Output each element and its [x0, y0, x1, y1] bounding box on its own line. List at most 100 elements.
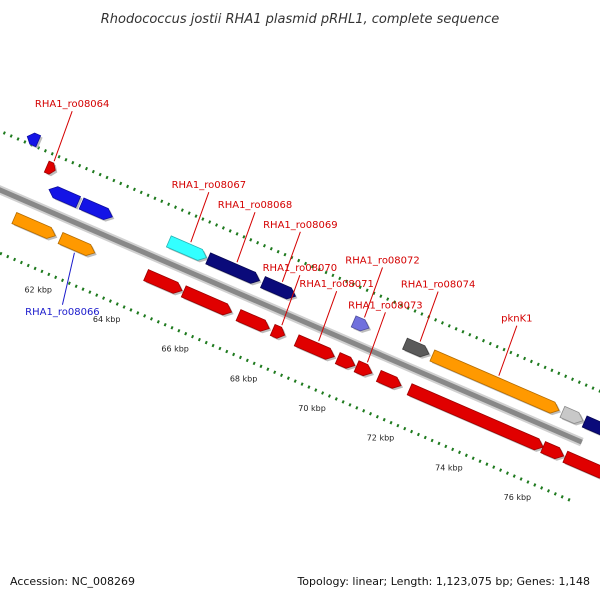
gene-g4: [11, 211, 56, 239]
tick-mark: [67, 281, 71, 286]
sequence-backbone: [0, 185, 584, 447]
tick-mark: [499, 468, 503, 472]
tick-mark: [286, 376, 290, 380]
tick-mark: [327, 394, 331, 398]
tick-mark: [523, 356, 527, 361]
gene-g10: [180, 285, 233, 316]
tick-mark: [526, 480, 530, 484]
tick-mark: [235, 232, 239, 236]
gene-label-g7: RHA1_ro08067: [172, 180, 247, 191]
tick-mark: [245, 358, 249, 363]
tick-mark: [95, 293, 99, 297]
tick-mark: [112, 178, 116, 183]
tick-mark: [170, 325, 174, 330]
tick-mark: [259, 364, 263, 369]
tick-mark: [393, 300, 397, 304]
tick-mark: [369, 411, 373, 416]
tick-mark: [420, 312, 424, 316]
tick-mark: [577, 380, 581, 384]
tick-mark: [40, 269, 44, 274]
tick-mark: [434, 318, 438, 322]
label-leader: [281, 275, 301, 326]
tick-mark: [560, 495, 564, 499]
tick-mark: [379, 294, 383, 298]
gene-g16: [334, 352, 356, 369]
tick-mark: [540, 486, 544, 490]
tick-mark: [6, 254, 10, 259]
tick-mark: [478, 459, 482, 464]
label-leader: [236, 212, 256, 263]
tick-mark: [505, 471, 509, 475]
tick-mark: [355, 406, 359, 410]
tick-mark: [197, 337, 201, 342]
tick-mark: [314, 388, 318, 392]
tick-mark: [129, 308, 133, 312]
tick-mark: [502, 347, 506, 352]
tick-mark: [201, 217, 205, 221]
tick-mark: [37, 146, 41, 150]
kbp-label: 66 kbp: [161, 345, 189, 354]
bottom-tick-row: [0, 251, 571, 502]
tick-mark: [249, 238, 253, 242]
tick-mark: [218, 346, 222, 351]
tick-mark: [50, 152, 54, 156]
tick-mark: [297, 258, 301, 263]
tick-mark: [266, 367, 270, 372]
tick-mark: [98, 172, 102, 177]
tick-mark: [64, 157, 68, 162]
tick-mark: [533, 483, 537, 487]
tick-mark: [413, 309, 417, 313]
gene-labels: RHA1_ro08064 RHA1_ro08066 RHA1_ro08067 RHA1…: [25, 99, 533, 376]
tick-mark: [78, 163, 82, 168]
gene-g12: [235, 309, 270, 332]
tick-mark: [13, 257, 17, 262]
tick-mark: [122, 305, 126, 309]
tick-mark: [564, 374, 568, 379]
tick-mark: [273, 370, 277, 375]
gene-g2: [43, 160, 56, 175]
tick-mark: [386, 297, 390, 301]
map-title: Rhodococcus jostii RHA1 plasmid pRHL1, c…: [101, 12, 499, 27]
tick-mark: [567, 498, 571, 502]
tick-mark: [358, 285, 362, 290]
label-leader: [498, 325, 518, 376]
tick-mark: [126, 184, 130, 189]
kbp-label: 68 kbp: [230, 374, 258, 383]
tick-mark: [529, 359, 533, 364]
tick-mark: [16, 137, 20, 141]
tick-mark: [557, 371, 561, 376]
tick-mark: [543, 365, 547, 370]
tick-mark: [0, 251, 3, 256]
tick-mark: [43, 149, 47, 153]
tick-mark: [492, 465, 496, 469]
gene-label-g2: RHA1_ro08064: [35, 99, 110, 110]
tick-mark: [88, 290, 92, 294]
tick-mark: [57, 154, 61, 159]
tick-mark: [280, 373, 284, 377]
backbone-line: [0, 187, 583, 445]
tick-mark: [362, 409, 366, 413]
tick-mark: [464, 453, 468, 458]
gene-g8: [143, 269, 183, 294]
gene-g24: [581, 415, 600, 436]
gene-label-g19: RHA1_ro08074: [401, 280, 476, 291]
label-leader: [318, 290, 338, 342]
tick-mark: [345, 279, 349, 284]
tick-mark: [372, 291, 376, 295]
tick-mark: [304, 261, 308, 266]
tick-mark: [444, 444, 448, 449]
gene-g1: [26, 132, 42, 148]
tick-mark: [410, 429, 414, 434]
gene-label-g13: RHA1_ro08070: [263, 263, 338, 274]
kbp-label: 62 kbp: [24, 285, 52, 294]
gene-g11: [260, 276, 297, 300]
gene-g14: [293, 334, 335, 360]
tick-mark: [153, 196, 157, 201]
tick-mark: [324, 270, 328, 275]
tick-mark: [211, 343, 215, 348]
label-leader: [61, 252, 75, 305]
tick-mark: [550, 368, 554, 373]
tick-mark: [375, 414, 379, 419]
tick-mark: [293, 379, 297, 383]
